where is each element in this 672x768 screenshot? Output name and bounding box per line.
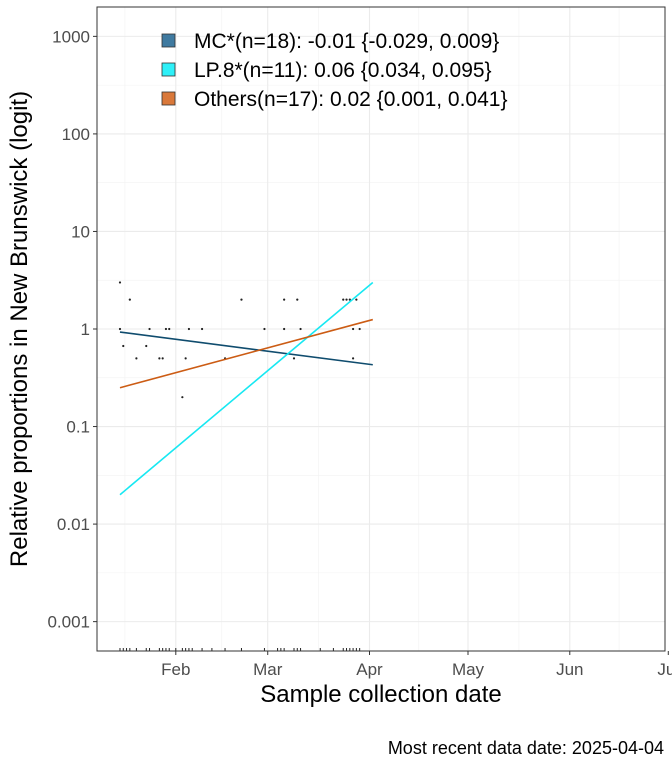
data-point (181, 396, 184, 399)
data-point (358, 327, 361, 331)
data-point (299, 327, 302, 331)
legend: MC*(n=18): -0.01 {-0.029, 0.009} LP.8*(n=… (161, 30, 507, 111)
y-axis-title: Relative proportions in New Brunswick (l… (6, 91, 33, 567)
x-tick-label: Jul (657, 660, 672, 679)
y-tick-label: 0.001 (47, 613, 90, 632)
data-point (187, 327, 191, 331)
y-axis-ticks: 0.001 0.01 0.1 1 10 100 1000 (47, 27, 97, 632)
x-tick-label: Mar (253, 660, 283, 679)
y-tick-label: 0.1 (66, 418, 90, 437)
y-tick-label: 1000 (52, 27, 90, 46)
data-point (145, 344, 148, 348)
x-tick-label: Apr (356, 660, 383, 679)
y-tick-label: 10 (71, 222, 90, 241)
data-point (292, 357, 296, 360)
data-point (158, 357, 161, 360)
legend-swatch-series-2 (161, 62, 176, 77)
legend-label-series-3: Others(n=17): 0.02 {0.001, 0.041} (194, 88, 507, 111)
legend-swatch-series-3 (161, 91, 176, 106)
data-point (296, 298, 299, 301)
x-axis-title: Sample collection date (260, 681, 501, 708)
legend-swatch-series-1 (161, 33, 176, 48)
data-point (351, 357, 355, 360)
data-point (164, 327, 168, 331)
data-point (184, 357, 187, 360)
data-point (283, 298, 286, 301)
data-point (355, 298, 358, 301)
data-point (128, 298, 131, 301)
data-point (348, 298, 351, 301)
data-point (118, 327, 122, 331)
data-point (122, 344, 125, 348)
data-point (200, 327, 204, 331)
legend-label-series-1: MC*(n=18): -0.01 {-0.029, 0.009} (194, 30, 499, 53)
y-tick-label: 1 (81, 320, 90, 339)
fit-line-series-1 (119, 331, 373, 366)
x-tick-label: May (452, 660, 485, 679)
data-point (118, 281, 122, 284)
grid (97, 7, 665, 651)
data-point (263, 327, 266, 331)
fit-lines (119, 281, 374, 496)
data-point (240, 298, 243, 301)
data-point (342, 298, 345, 301)
data-point (345, 298, 348, 301)
data-point (161, 357, 164, 360)
caption: Most recent data date: 2025-04-04 (388, 738, 664, 758)
y-tick-label: 100 (62, 125, 90, 144)
x-tick-label: Jun (556, 660, 583, 679)
x-axis-ticks: Feb Mar Apr May Jun Jul (161, 651, 672, 679)
data-point (351, 327, 355, 331)
fit-line-series-3 (119, 318, 374, 389)
data-point (148, 327, 151, 331)
y-tick-label: 0.01 (57, 515, 90, 534)
fit-line-series-2 (119, 281, 374, 496)
data-points (118, 281, 361, 399)
data-point (135, 357, 138, 360)
data-point (283, 327, 286, 331)
legend-label-series-2: LP.8*(n=11): 0.06 {0.034, 0.095} (194, 59, 492, 82)
data-point (168, 327, 171, 331)
x-tick-label: Feb (161, 660, 190, 679)
